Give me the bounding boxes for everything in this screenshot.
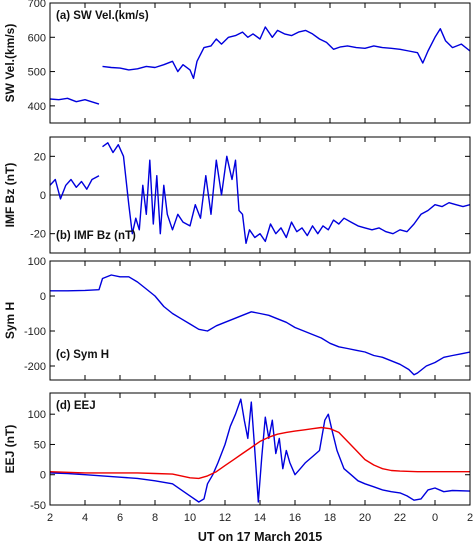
y-tick-label: 400 [28,101,46,113]
x-tick-label: 20 [359,512,371,524]
panel-2: -20 0 20 (b) IMF Bz (nT) IMF Bz (nT) [3,136,471,254]
x-tick-label: 10 [184,512,196,524]
y-axis-label: Sym H [3,302,17,339]
series-2-line-1 [50,426,470,480]
series-1-line-1 [50,175,100,200]
panel-frame [49,260,471,381]
x-tick-labels: 2 4 6 8 10 12 14 16 18 20 22 0 2 [47,512,473,524]
x-tick-label: 2 [47,512,53,524]
panel-title: (b) IMF Bz (nT) [56,230,136,242]
y-axis-label: EEJ (nT) [3,425,17,474]
x-tick-label: 6 [117,512,123,524]
panel-1: 400 500 600 700 (a) SW Vel.(km/s) SW Vel.(km/… [3,0,471,124]
x-tick-label: 18 [324,512,336,524]
y-tick-label: -50 [30,500,46,512]
y-axis-label: SW Vel.(km/s) [3,24,17,103]
y-tick-label: 500 [28,67,46,79]
y-tick-label: 600 [28,32,46,44]
x-tick-label: 12 [219,512,231,524]
series-1-line-2 [102,26,470,80]
y-tick-label: -20 [30,229,46,241]
x-tick-label: 0 [432,512,438,524]
y-tick-label: 100 [28,409,46,421]
y-tick-label: 100 [28,256,46,268]
x-tick-label: 4 [82,512,88,524]
y-axis-label: IMF Bz (nT) [3,163,17,228]
y-tick-label: 0 [40,470,46,482]
x-tick-label: 22 [394,512,406,524]
series-1-line-1 [50,97,100,105]
series-1-line-1 [50,274,470,376]
panel-3: -200 -100 0 100 (c) Sym H Sym H [3,256,471,381]
y-tick-label: -200 [24,361,46,373]
x-tick-label: 8 [152,512,158,524]
y-tick-label: 0 [40,190,46,202]
y-tick-label: 700 [28,0,46,10]
x-axis-label: UT on 17 March 2015 [198,530,322,544]
x-tick-label: 14 [254,512,266,524]
panel-title: (c) Sym H [56,349,109,361]
y-tick-label: -100 [24,326,46,338]
series-1-line-1 [50,398,470,503]
x-tick-label: 2 [467,512,473,524]
x-tick-label: 16 [289,512,301,524]
y-tick-label: 20 [34,151,46,163]
y-tick-label: 50 [34,439,46,451]
panel-title: (d) EEJ [56,400,96,412]
y-tick-label: 0 [40,291,46,303]
panel-4: -50 0 50 100 (d) EEJ EEJ (nT) [3,392,471,512]
series-1-line-2 [102,142,470,244]
panel-title: (a) SW Vel.(km/s) [56,10,149,22]
